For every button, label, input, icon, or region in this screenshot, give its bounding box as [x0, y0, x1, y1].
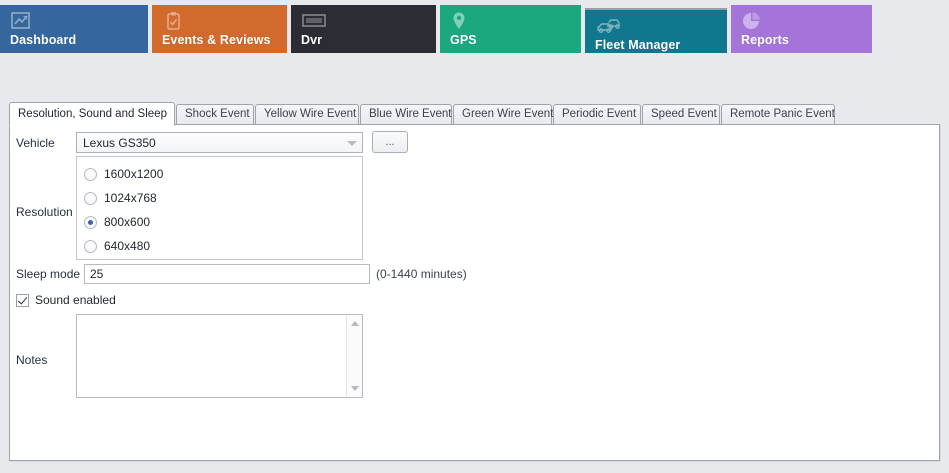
chevron-down-icon	[347, 141, 357, 146]
nav-tile-events-and-reviews[interactable]: Events & Reviews	[152, 5, 287, 53]
checkbox-indicator	[16, 294, 29, 307]
tab-remote-panic-event[interactable]: Remote Panic Event	[721, 104, 835, 125]
nav-tile-label: Dvr	[301, 33, 323, 47]
tab-resolution-sound-and-sleep[interactable]: Resolution, Sound and Sleep	[9, 102, 175, 126]
notes-textarea[interactable]	[77, 315, 346, 397]
nav-tile-label: Dashboard	[10, 33, 77, 47]
vehicles-icon	[595, 16, 717, 36]
nav-tile-label: Reports	[741, 33, 789, 47]
scroll-down-icon[interactable]	[350, 386, 359, 391]
notes-label: Notes	[16, 353, 48, 367]
dvr-monitor-icon	[301, 11, 426, 31]
nav-tile-dvr[interactable]: Dvr	[291, 5, 436, 53]
vehicle-select[interactable]: Lexus GS350	[76, 132, 363, 153]
tab-green-wire-event[interactable]: Green Wire Event	[453, 104, 553, 125]
chart-line-icon	[10, 11, 138, 31]
nav-tile-dashboard[interactable]: Dashboard	[0, 5, 148, 53]
radio-label: 640x480	[104, 239, 151, 253]
tab-speed-event[interactable]: Speed Event	[642, 104, 720, 125]
tab-yellow-wire-event[interactable]: Yellow Wire Event	[255, 104, 359, 125]
nav-tile-label: GPS	[450, 33, 477, 47]
tab-shock-event[interactable]: Shock Event	[176, 104, 254, 125]
notes-field[interactable]	[76, 314, 363, 398]
resolution-label: Resolution	[16, 205, 73, 219]
resolution-radio-group: 1600x1200 1024x768 800x600 640x480	[76, 156, 363, 260]
map-pin-icon	[450, 11, 571, 31]
sleep-mode-label: Sleep mode	[16, 267, 81, 281]
radio-indicator	[84, 240, 97, 253]
sound-enabled-label: Sound enabled	[35, 293, 116, 307]
nav-tile-reports[interactable]: Reports	[731, 5, 872, 53]
radio-label: 1600x1200	[104, 167, 164, 181]
notes-scrollbar[interactable]	[346, 315, 362, 397]
pie-chart-icon	[741, 11, 862, 31]
top-navigation-bar: Dashboard Events & Reviews Dvr GPS Fleet…	[0, 0, 949, 58]
page-header: Edit device 017040000023	[0, 58, 949, 151]
radio-label: 1024x768	[104, 191, 157, 205]
nav-tile-gps[interactable]: GPS	[440, 5, 581, 53]
form-tab-strip: Resolution, Sound and Sleep Shock Event …	[9, 102, 940, 126]
tab-periodic-event[interactable]: Periodic Event	[553, 104, 641, 125]
radio-indicator	[84, 168, 97, 181]
scroll-up-icon[interactable]	[350, 321, 359, 326]
radio-indicator	[84, 216, 97, 229]
vehicle-select-value: Lexus GS350	[83, 136, 156, 150]
radio-indicator	[84, 192, 97, 205]
clipboard-check-icon	[162, 11, 277, 31]
sleep-mode-input[interactable]: 25	[84, 264, 370, 284]
settings-panel: Vehicle Lexus GS350 ... Resolution 1600x…	[9, 124, 940, 461]
sleep-mode-value: 25	[90, 267, 104, 281]
vehicle-label: Vehicle	[16, 136, 55, 150]
tab-blue-wire-event[interactable]: Blue Wire Event	[360, 104, 452, 125]
radio-label: 800x600	[104, 215, 151, 229]
nav-tile-label: Fleet Manager	[595, 38, 681, 52]
sleep-mode-hint: (0-1440 minutes)	[376, 267, 467, 281]
nav-tile-label: Events & Reviews	[162, 33, 271, 47]
vehicle-browse-button[interactable]: ...	[372, 131, 408, 153]
nav-tile-fleet-manager[interactable]: Fleet Manager	[585, 8, 727, 53]
